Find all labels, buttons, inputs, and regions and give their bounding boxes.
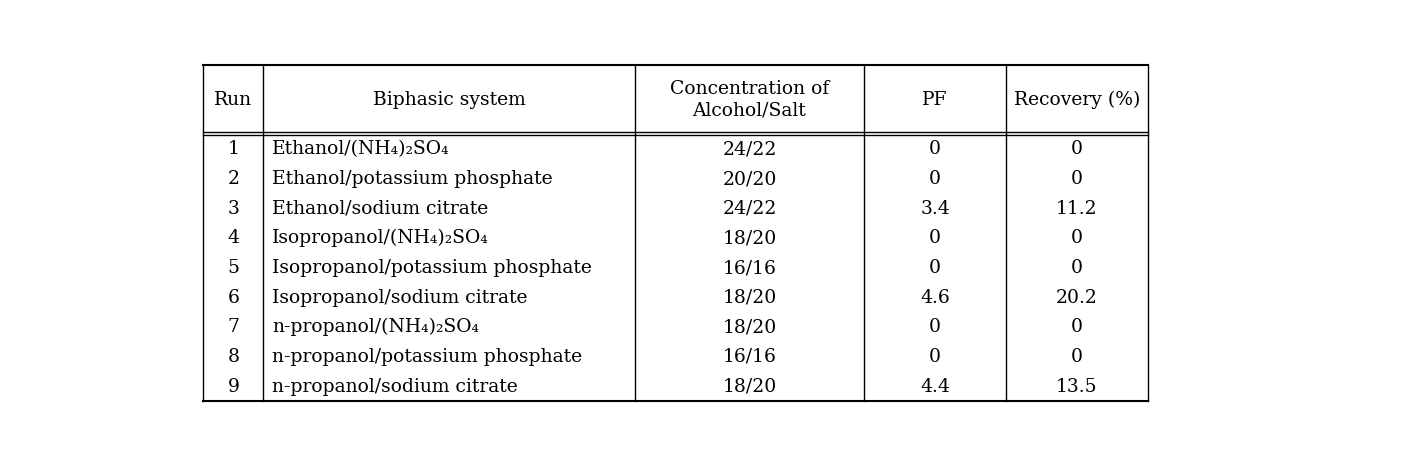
Text: 16/16: 16/16 xyxy=(723,348,776,366)
Text: Biphasic system: Biphasic system xyxy=(373,91,526,109)
Text: 0: 0 xyxy=(1071,140,1084,159)
Text: 4: 4 xyxy=(227,229,240,247)
Text: Isopropanol/potassium phosphate: Isopropanol/potassium phosphate xyxy=(272,259,592,277)
Text: 1: 1 xyxy=(227,140,240,159)
Text: 6: 6 xyxy=(227,289,240,307)
Text: 16/16: 16/16 xyxy=(723,259,776,277)
Text: 5: 5 xyxy=(227,259,240,277)
Text: 0: 0 xyxy=(1071,318,1084,336)
Text: 0: 0 xyxy=(1071,259,1084,277)
Text: Isopropanol/(NH₄)₂SO₄: Isopropanol/(NH₄)₂SO₄ xyxy=(272,229,489,247)
Text: 13.5: 13.5 xyxy=(1057,378,1098,395)
Text: 0: 0 xyxy=(929,229,941,247)
Text: 2: 2 xyxy=(227,170,240,188)
Text: 18/20: 18/20 xyxy=(723,378,776,395)
Text: n-propanol/potassium phosphate: n-propanol/potassium phosphate xyxy=(272,348,582,366)
Text: Run: Run xyxy=(214,91,252,109)
Text: 20/20: 20/20 xyxy=(723,170,776,188)
Text: 11.2: 11.2 xyxy=(1057,200,1098,218)
Text: 0: 0 xyxy=(1071,348,1084,366)
Text: n-propanol/sodium citrate: n-propanol/sodium citrate xyxy=(272,378,519,395)
Text: 18/20: 18/20 xyxy=(723,289,776,307)
Text: 0: 0 xyxy=(929,170,941,188)
Text: n-propanol/(NH₄)₂SO₄: n-propanol/(NH₄)₂SO₄ xyxy=(272,318,479,337)
Text: 24/22: 24/22 xyxy=(723,140,776,159)
Text: PF: PF xyxy=(923,91,948,109)
Text: 3.4: 3.4 xyxy=(920,200,950,218)
Text: 9: 9 xyxy=(227,378,240,395)
Text: Ethanol/(NH₄)₂SO₄: Ethanol/(NH₄)₂SO₄ xyxy=(272,140,449,159)
Text: 18/20: 18/20 xyxy=(723,318,776,336)
Text: 7: 7 xyxy=(227,318,240,336)
Text: 18/20: 18/20 xyxy=(723,229,776,247)
Text: 3: 3 xyxy=(227,200,240,218)
Text: 4.6: 4.6 xyxy=(920,289,950,307)
Text: 8: 8 xyxy=(227,348,240,366)
Text: Concentration of
Alcohol/Salt: Concentration of Alcohol/Salt xyxy=(669,80,828,119)
Text: 4.4: 4.4 xyxy=(920,378,950,395)
Text: Isopropanol/sodium citrate: Isopropanol/sodium citrate xyxy=(272,289,528,307)
Text: 0: 0 xyxy=(1071,229,1084,247)
Text: 0: 0 xyxy=(929,140,941,159)
Text: 0: 0 xyxy=(929,348,941,366)
Text: 0: 0 xyxy=(1071,170,1084,188)
Text: Ethanol/potassium phosphate: Ethanol/potassium phosphate xyxy=(272,170,552,188)
Text: Recovery (%): Recovery (%) xyxy=(1014,91,1140,109)
Text: Ethanol/sodium citrate: Ethanol/sodium citrate xyxy=(272,200,489,218)
Text: 20.2: 20.2 xyxy=(1057,289,1098,307)
Text: 0: 0 xyxy=(929,259,941,277)
Text: 0: 0 xyxy=(929,318,941,336)
Text: 24/22: 24/22 xyxy=(723,200,776,218)
